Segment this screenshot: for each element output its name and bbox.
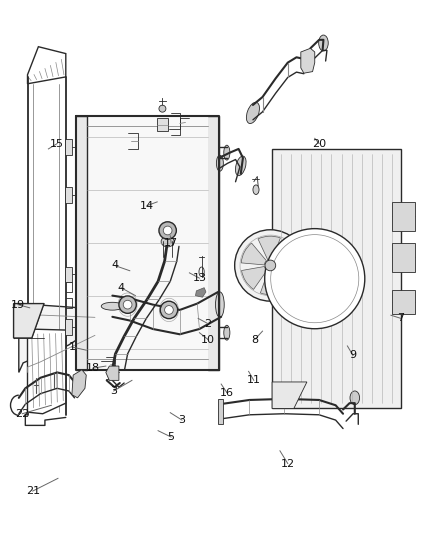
Polygon shape xyxy=(65,319,72,335)
Text: 22: 22 xyxy=(15,409,29,419)
Wedge shape xyxy=(241,266,267,289)
Ellipse shape xyxy=(215,292,224,317)
Circle shape xyxy=(163,226,172,235)
Polygon shape xyxy=(392,290,415,314)
Polygon shape xyxy=(28,329,66,414)
Polygon shape xyxy=(392,202,415,231)
Text: 16: 16 xyxy=(220,387,234,398)
Polygon shape xyxy=(106,366,119,381)
Text: 3: 3 xyxy=(110,386,117,396)
Text: 2: 2 xyxy=(205,319,212,329)
Circle shape xyxy=(159,105,166,112)
Polygon shape xyxy=(65,140,72,155)
Circle shape xyxy=(119,296,136,313)
Text: 19: 19 xyxy=(11,300,25,310)
Ellipse shape xyxy=(319,35,328,51)
Polygon shape xyxy=(14,304,44,338)
Wedge shape xyxy=(241,243,266,265)
Text: 15: 15 xyxy=(50,139,64,149)
Circle shape xyxy=(265,260,276,271)
Text: 21: 21 xyxy=(26,486,40,496)
Circle shape xyxy=(123,300,132,309)
Text: 17: 17 xyxy=(164,238,178,248)
Polygon shape xyxy=(195,288,206,297)
Text: 4: 4 xyxy=(117,282,125,293)
Polygon shape xyxy=(272,382,307,408)
Text: 13: 13 xyxy=(192,273,206,283)
Polygon shape xyxy=(218,399,223,424)
Ellipse shape xyxy=(236,156,246,176)
Text: 1: 1 xyxy=(68,342,75,352)
Text: 4: 4 xyxy=(111,261,118,270)
Text: 20: 20 xyxy=(312,139,326,149)
Text: 5: 5 xyxy=(168,432,175,442)
Bar xyxy=(76,116,87,370)
Wedge shape xyxy=(274,241,299,264)
Polygon shape xyxy=(72,370,86,398)
Bar xyxy=(208,116,219,370)
Text: 3: 3 xyxy=(179,415,186,425)
Circle shape xyxy=(165,305,173,314)
Ellipse shape xyxy=(247,102,259,124)
Polygon shape xyxy=(272,149,401,408)
Text: 8: 8 xyxy=(251,335,258,345)
Polygon shape xyxy=(392,243,415,272)
Polygon shape xyxy=(28,47,66,84)
Polygon shape xyxy=(157,118,168,131)
Circle shape xyxy=(159,222,177,239)
Polygon shape xyxy=(65,187,72,203)
Polygon shape xyxy=(19,304,95,373)
Ellipse shape xyxy=(216,155,223,171)
Ellipse shape xyxy=(350,391,360,405)
Bar xyxy=(87,116,208,370)
Circle shape xyxy=(160,301,178,319)
Ellipse shape xyxy=(161,236,174,247)
Text: 10: 10 xyxy=(201,335,215,345)
Wedge shape xyxy=(260,271,283,295)
Text: 18: 18 xyxy=(86,363,100,373)
Circle shape xyxy=(265,229,365,329)
Text: 14: 14 xyxy=(140,200,154,211)
Text: 11: 11 xyxy=(247,375,261,385)
Polygon shape xyxy=(65,266,72,282)
Text: 12: 12 xyxy=(281,458,295,469)
Wedge shape xyxy=(274,266,300,288)
Ellipse shape xyxy=(224,145,230,160)
Wedge shape xyxy=(258,236,280,260)
Text: 9: 9 xyxy=(350,351,357,360)
Circle shape xyxy=(235,230,306,301)
Ellipse shape xyxy=(101,302,124,310)
Polygon shape xyxy=(301,49,315,73)
Text: 7: 7 xyxy=(397,313,404,324)
Ellipse shape xyxy=(253,185,259,195)
Ellipse shape xyxy=(224,325,230,340)
